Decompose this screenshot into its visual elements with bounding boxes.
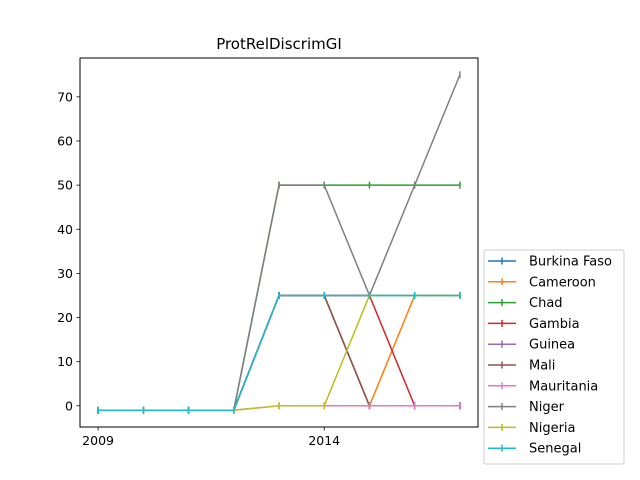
- legend-label-6: Mauritania: [529, 379, 598, 394]
- legend-label-7: Niger: [529, 400, 565, 415]
- x-tick-label-1: 2014: [308, 433, 340, 448]
- plot-frame: [79, 57, 479, 428]
- legend-label-5: Mali: [529, 359, 555, 374]
- chart-title: ProtRelDiscrimGI: [216, 35, 342, 53]
- legend-label-4: Guinea: [529, 338, 575, 353]
- y-tick-label-4: 40: [57, 222, 73, 237]
- axis-layer: 0 10 20 30 40 50 60 70 2009 2014: [57, 89, 340, 448]
- x-tick-label-0: 2009: [82, 433, 114, 448]
- legend-label-0: Burkina Faso: [529, 255, 612, 270]
- series-layer: [97, 71, 461, 414]
- y-tick-label-0: 0: [65, 398, 73, 413]
- y-tick-label-3: 30: [57, 266, 73, 281]
- series-9: [97, 291, 461, 414]
- y-tick-label-5: 50: [57, 178, 73, 193]
- plot-area: [80, 58, 478, 427]
- y-tick-label-6: 60: [57, 133, 73, 148]
- legend-label-8: Nigeria: [529, 421, 576, 436]
- y-tick-label-2: 20: [57, 310, 73, 325]
- y-tick-label-1: 10: [57, 354, 73, 369]
- legend-label-2: Chad: [529, 296, 563, 311]
- legend-box: [483, 249, 625, 465]
- legend-label-3: Gambia: [529, 317, 580, 332]
- y-tick-label-7: 70: [57, 89, 73, 104]
- legend-label-9: Senegal: [529, 442, 581, 457]
- legend-label-1: Cameroon: [529, 275, 596, 290]
- legend: Burkina Faso Cameroon Chad Gambia Guinea Mali…: [483, 249, 625, 465]
